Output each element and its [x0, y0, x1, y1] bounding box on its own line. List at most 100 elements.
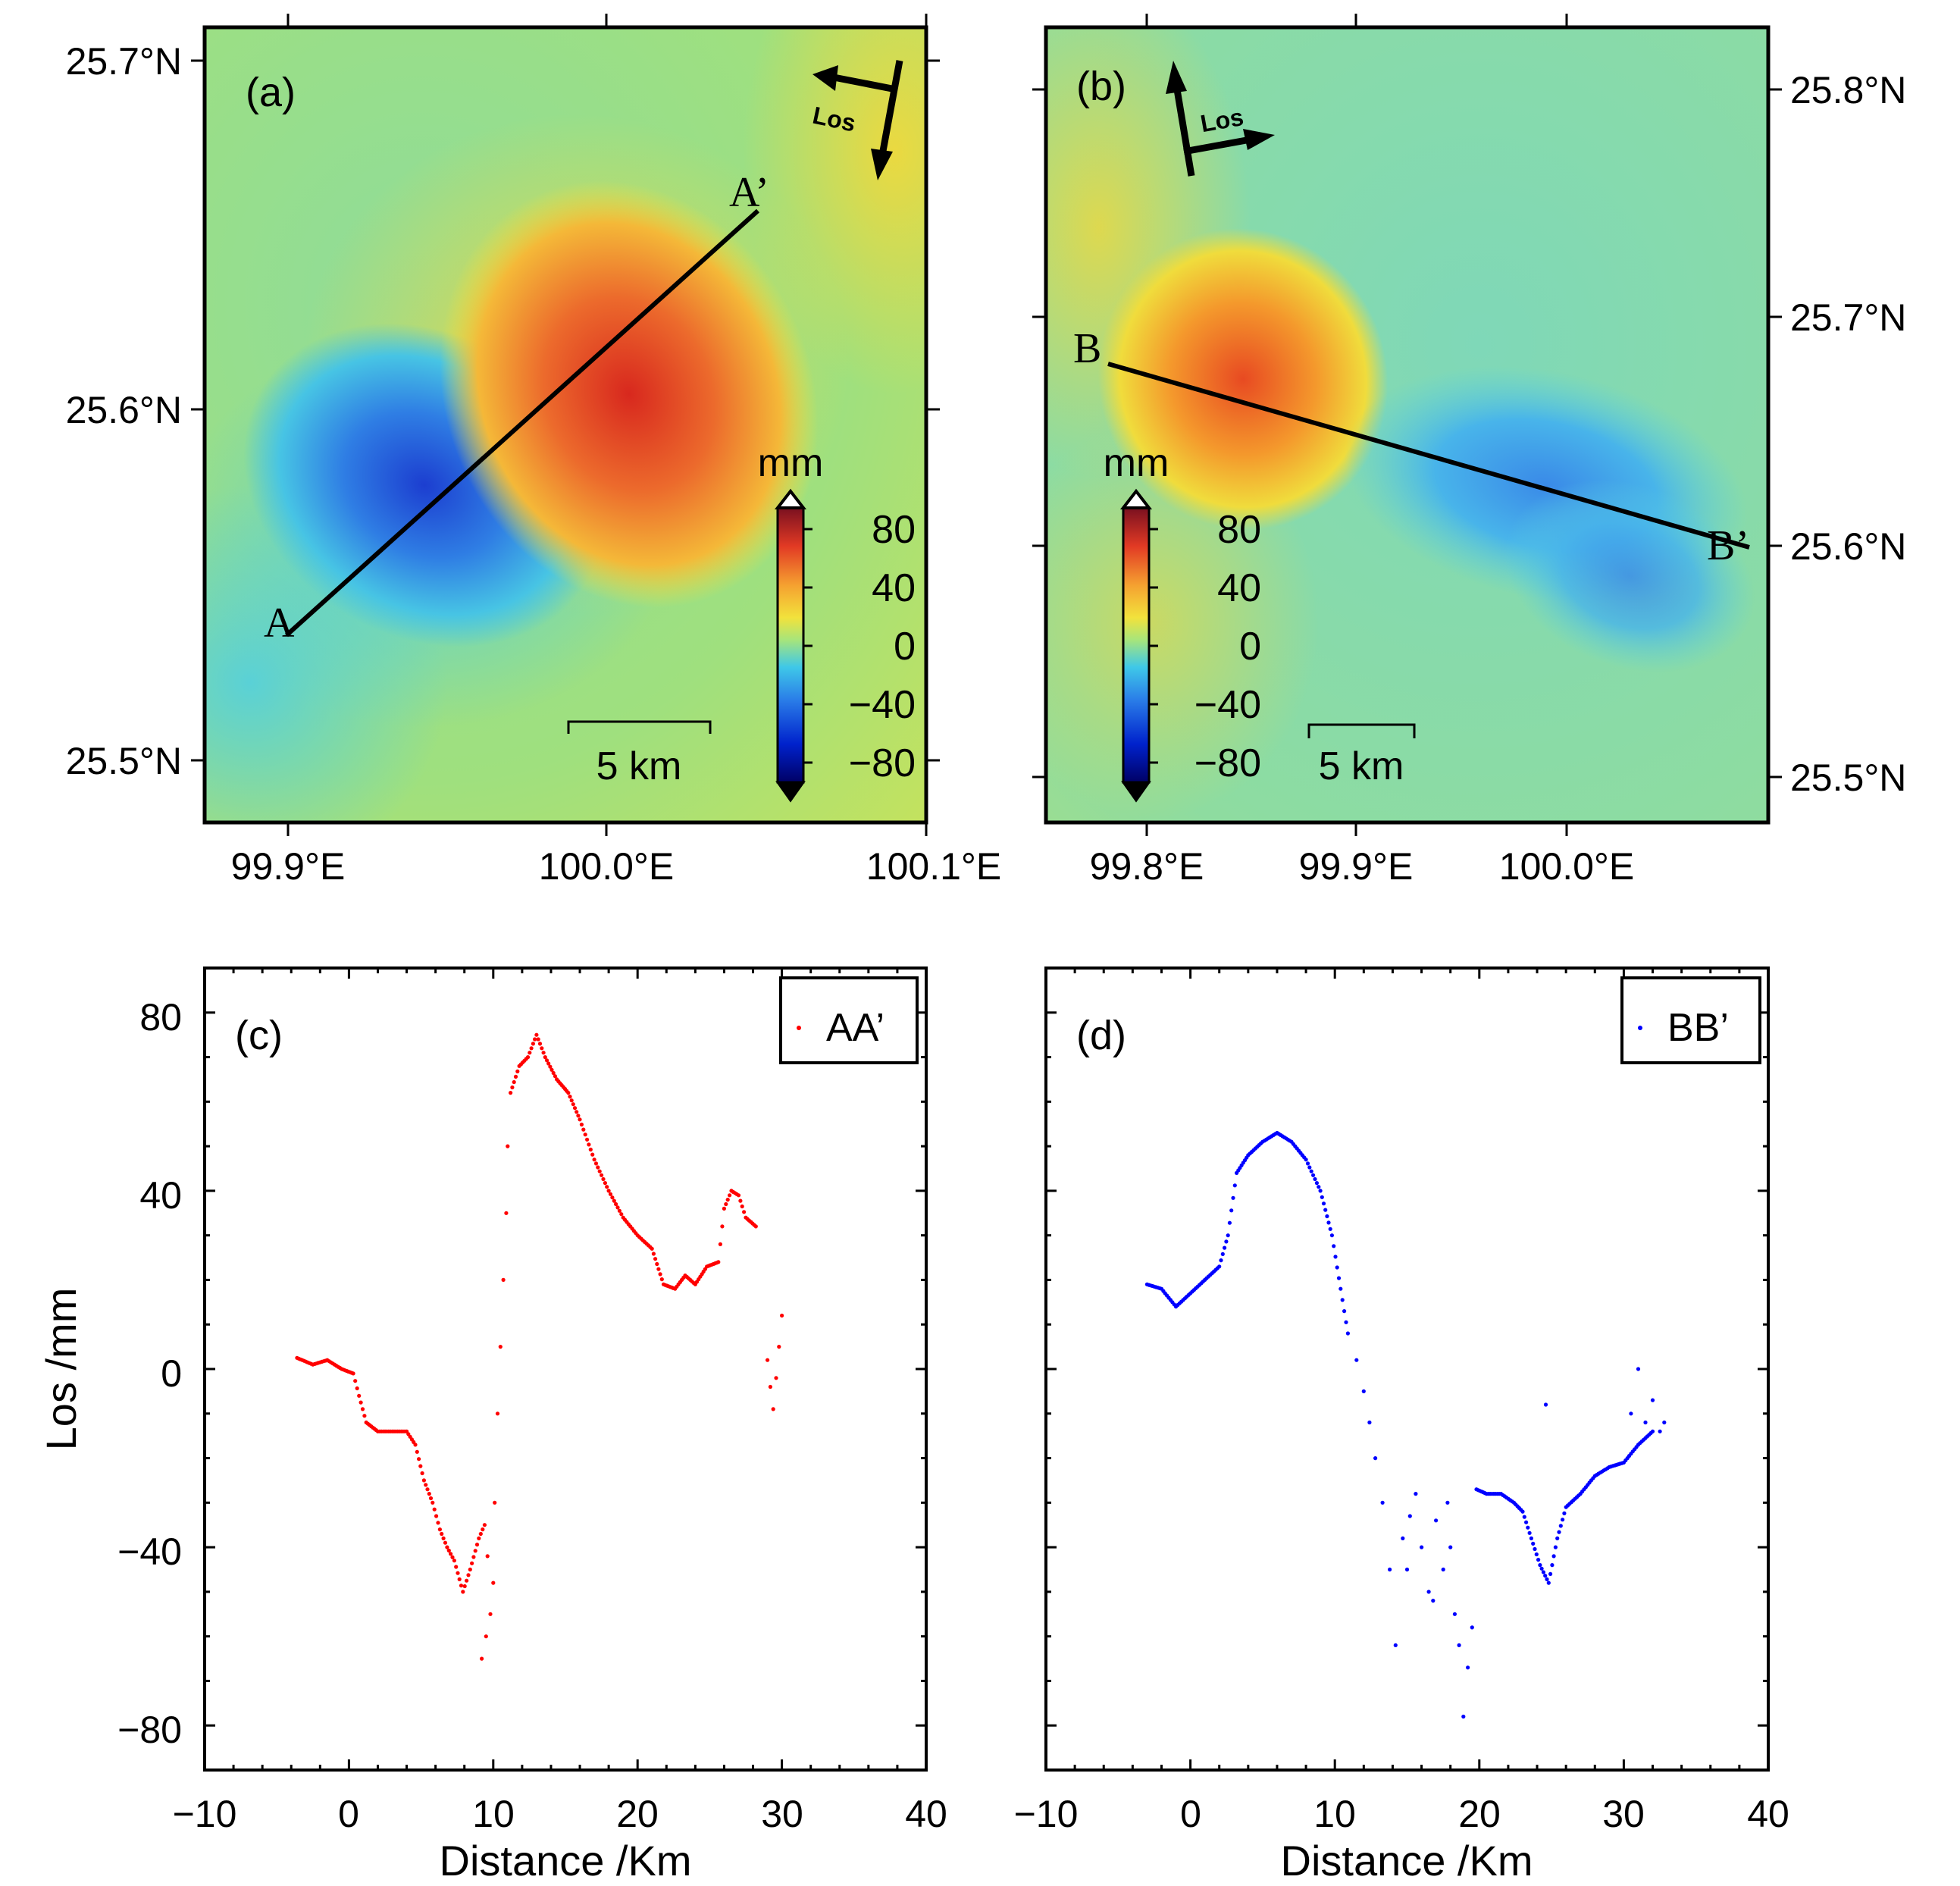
data-point [771, 1407, 775, 1411]
data-point [531, 1042, 536, 1046]
data-point [768, 1384, 773, 1389]
data-point [482, 1523, 487, 1527]
data-point [1342, 1309, 1347, 1314]
map-a-lon-tick: 100.1°E [866, 845, 1001, 888]
map-b-panel-label: (b) [1076, 64, 1126, 109]
data-point [780, 1313, 784, 1318]
map-b-colorbar-tick: 0 [1239, 625, 1261, 669]
data-point [1229, 1208, 1234, 1213]
map-b-frame [1044, 25, 1771, 825]
data-point [1305, 1161, 1310, 1166]
chart-c-legend: AA’ [779, 976, 919, 1064]
map-b-lon-tick: 99.9°E [1299, 845, 1414, 888]
data-point [415, 1449, 419, 1454]
data-point [1388, 1567, 1392, 1572]
data-point [427, 1492, 431, 1496]
los-arrow-icon [812, 60, 903, 180]
chart-d-data-points [1144, 1130, 1667, 1719]
map-a-colorbar-tick: −40 [849, 683, 916, 727]
data-point [1307, 1165, 1312, 1170]
map-a-lon-tick: 100.0°E [539, 845, 674, 888]
data-point [471, 1555, 476, 1559]
data-point [1329, 1233, 1334, 1238]
data-point [436, 1521, 440, 1525]
data-point [362, 1414, 367, 1418]
y-tick-label: 80 [139, 996, 182, 1039]
data-point [659, 1277, 664, 1282]
data-point [587, 1142, 591, 1147]
data-point [592, 1158, 596, 1162]
data-point [1426, 1590, 1431, 1594]
data-point [575, 1110, 579, 1114]
data-point [1546, 1581, 1551, 1585]
data-point [600, 1173, 604, 1177]
data-point [1227, 1220, 1232, 1225]
y-tick-label: 0 [161, 1352, 182, 1395]
data-point [581, 1127, 586, 1132]
data-point [1431, 1599, 1436, 1603]
map-a-colorbar-tick: 40 [872, 566, 916, 610]
data-point [358, 1400, 363, 1405]
data-point [501, 1277, 506, 1282]
data-point [1557, 1530, 1561, 1534]
data-point [466, 1573, 471, 1577]
data-point [650, 1246, 654, 1251]
data-point [590, 1152, 595, 1157]
map-b-colorbar [1119, 488, 1158, 803]
data-point [1562, 1511, 1567, 1515]
data-point [493, 1500, 497, 1505]
map-b-colorbar-tick: 80 [1217, 508, 1261, 552]
data-point [488, 1612, 493, 1616]
data-point [452, 1559, 457, 1563]
data-point [1345, 1331, 1350, 1336]
data-point [1219, 1258, 1223, 1263]
data-point [1401, 1536, 1405, 1540]
chart-d-legend-label: BB’ [1667, 1006, 1729, 1050]
profile-chart-d: −10 0 10 20 30 40 Distance /Km (d) BB’ [1014, 966, 1789, 1884]
map-a-colorbar [774, 488, 812, 803]
map-b-lat-tick: 25.5°N [1790, 757, 1906, 799]
data-point [777, 1345, 781, 1349]
map-a-scale-label: 5 km [596, 744, 682, 788]
data-point [553, 1074, 558, 1079]
data-point [1536, 1558, 1541, 1562]
data-point [656, 1267, 661, 1271]
data-point [1448, 1545, 1453, 1549]
data-point [431, 1500, 435, 1505]
data-point [1325, 1214, 1329, 1219]
data-point [456, 1571, 460, 1575]
data-point [588, 1147, 593, 1152]
data-point [504, 1211, 509, 1215]
data-point [551, 1070, 556, 1076]
data-point [1354, 1358, 1359, 1362]
data-point [1328, 1227, 1332, 1231]
data-point [525, 1055, 531, 1060]
chart-c-data-points [295, 1032, 784, 1661]
map-a-scale-bar [567, 720, 712, 734]
data-point [1553, 1545, 1558, 1549]
data-point [572, 1106, 578, 1111]
data-point [470, 1561, 474, 1565]
data-point [506, 1144, 510, 1148]
data-point [578, 1117, 582, 1122]
data-point [740, 1204, 744, 1209]
data-point [1220, 1252, 1225, 1256]
data-point [459, 1584, 464, 1588]
profile-a-start-label: A [264, 600, 295, 647]
data-point [454, 1565, 459, 1569]
map-b-lat-tick: 25.7°N [1790, 296, 1906, 339]
data-point [1314, 1181, 1319, 1186]
data-point [605, 1185, 609, 1189]
data-point [491, 1581, 496, 1585]
x-tick-label: −10 [1014, 1793, 1079, 1835]
data-point [1445, 1500, 1450, 1505]
map-b-lat-tick: 25.6°N [1790, 525, 1906, 568]
x-tick-label: 30 [1602, 1793, 1645, 1835]
map-a-lat-tick: 25.7°N [66, 40, 182, 83]
data-point [353, 1379, 358, 1383]
data-point [1533, 1546, 1537, 1552]
chart-d-x-axis-title: Distance /Km [1281, 1837, 1533, 1884]
map-a-lat-tick: 25.5°N [66, 740, 182, 782]
map-a-ticks [191, 14, 940, 836]
profile-b-start-label: B [1073, 325, 1101, 372]
